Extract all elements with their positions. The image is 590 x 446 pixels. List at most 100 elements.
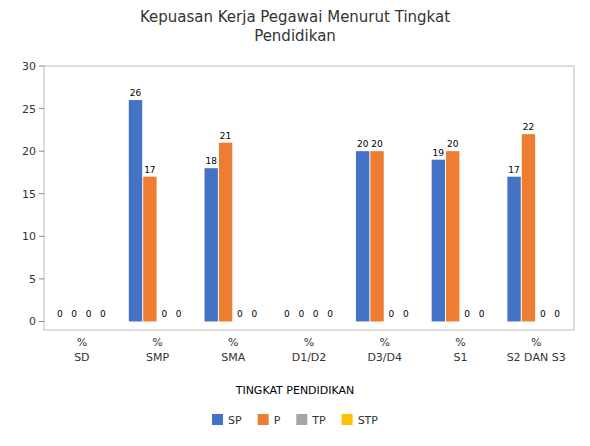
legend-item: TP bbox=[296, 414, 326, 427]
text-line: SMP bbox=[146, 351, 169, 364]
data-label: 0 bbox=[100, 309, 106, 319]
bar bbox=[309, 321, 322, 322]
x-tick-label: % SMP bbox=[146, 336, 169, 364]
text-line: Kepuasan Kerja Pegawai Menurut Tingkat bbox=[140, 8, 450, 26]
bar bbox=[158, 321, 171, 322]
data-label: 0 bbox=[327, 309, 333, 319]
y-tick bbox=[39, 236, 44, 237]
data-label: 0 bbox=[554, 309, 560, 319]
data-label: 0 bbox=[313, 309, 319, 319]
x-tick-label: % S1 bbox=[453, 336, 467, 364]
bar bbox=[248, 321, 261, 322]
bar bbox=[280, 321, 293, 322]
y-tick-label: 30 bbox=[22, 60, 36, 73]
plot-frame bbox=[44, 66, 574, 330]
data-label: 0 bbox=[389, 309, 395, 319]
chart-svg: Kepuasan Kerja Pegawai Menurut TingkatPe… bbox=[0, 0, 590, 446]
x-tick-label: % SD bbox=[74, 336, 89, 364]
y-tick bbox=[39, 151, 44, 152]
text-line: % bbox=[379, 336, 389, 349]
data-label: 0 bbox=[540, 309, 546, 319]
bar bbox=[536, 321, 549, 322]
bar bbox=[205, 168, 218, 321]
bar bbox=[475, 321, 488, 322]
data-label: 0 bbox=[251, 309, 257, 319]
bar bbox=[82, 321, 95, 322]
y-tick bbox=[39, 278, 44, 279]
bar bbox=[356, 151, 369, 321]
data-label: 17 bbox=[508, 165, 519, 175]
x-tick-label: % D3/D4 bbox=[367, 336, 402, 364]
y-tick-label: 20 bbox=[22, 145, 36, 158]
title: Kepuasan Kerja Pegawai Menurut TingkatPe… bbox=[140, 8, 450, 45]
text-line: S1 bbox=[453, 351, 467, 364]
x-tick-label: % SMA bbox=[221, 336, 245, 364]
legend-label: TP bbox=[311, 414, 326, 427]
data-label: 21 bbox=[220, 131, 231, 141]
x-tick-label: % S2 DAN S3 bbox=[507, 336, 566, 364]
text-line: % bbox=[152, 336, 162, 349]
data-label: 20 bbox=[371, 139, 383, 149]
y-tick bbox=[39, 321, 44, 322]
data-label: 0 bbox=[71, 309, 77, 319]
bar bbox=[385, 321, 398, 322]
y-tick-label: 10 bbox=[22, 230, 36, 243]
data-label: 0 bbox=[298, 309, 304, 319]
bar bbox=[370, 151, 383, 321]
legend-label: P bbox=[274, 414, 281, 427]
y-tick bbox=[39, 108, 44, 109]
data-label: 20 bbox=[357, 139, 369, 149]
bar bbox=[522, 134, 535, 321]
text-line: D1/D2 bbox=[292, 351, 327, 364]
bar bbox=[446, 151, 459, 321]
bar bbox=[295, 321, 308, 322]
bar bbox=[399, 321, 412, 322]
text-line: % bbox=[228, 336, 238, 349]
y-tick-label: 25 bbox=[22, 103, 36, 116]
text-line: % bbox=[455, 336, 465, 349]
legend-swatch bbox=[212, 414, 223, 425]
data-label: 0 bbox=[464, 309, 470, 319]
y-tick-label: 15 bbox=[22, 188, 36, 201]
text-line: SMA bbox=[221, 351, 245, 364]
y-tick-label: 5 bbox=[29, 273, 36, 286]
data-label: 0 bbox=[161, 309, 167, 319]
data-label: 0 bbox=[237, 309, 243, 319]
y-tick bbox=[39, 193, 44, 194]
legend-swatch bbox=[296, 414, 307, 425]
text-line: % bbox=[77, 336, 87, 349]
text-line: % bbox=[531, 336, 541, 349]
bar bbox=[507, 177, 520, 322]
text-line: SD bbox=[74, 351, 89, 364]
bar bbox=[53, 321, 66, 322]
chart-container: Kepuasan Kerja Pegawai Menurut TingkatPe… bbox=[0, 0, 590, 446]
data-labels: 02618020191701721020202200000000000000 bbox=[57, 88, 560, 319]
bar bbox=[67, 321, 80, 322]
bar bbox=[460, 321, 473, 322]
data-label: 19 bbox=[433, 148, 445, 158]
bar bbox=[219, 143, 232, 322]
data-label: 0 bbox=[403, 309, 409, 319]
x-tick-label: % D1/D2 bbox=[292, 336, 327, 364]
text-line: % bbox=[304, 336, 314, 349]
bar bbox=[172, 321, 185, 322]
x-axis-label: TINGKAT PENDIDIKAN bbox=[235, 384, 355, 397]
text-line: S2 DAN S3 bbox=[507, 351, 566, 364]
bars bbox=[129, 100, 535, 321]
bar bbox=[143, 177, 156, 322]
legend-label: SP bbox=[228, 414, 242, 427]
legend-swatch bbox=[342, 414, 353, 425]
data-label: 0 bbox=[284, 309, 290, 319]
data-label: 0 bbox=[479, 309, 485, 319]
bar bbox=[233, 321, 246, 322]
data-label: 20 bbox=[447, 139, 459, 149]
legend-item: P bbox=[258, 414, 281, 427]
bar bbox=[129, 100, 142, 321]
data-label: 0 bbox=[86, 309, 92, 319]
bar bbox=[96, 321, 109, 322]
data-label: 0 bbox=[176, 309, 182, 319]
data-label: 26 bbox=[130, 88, 142, 98]
bar bbox=[323, 321, 336, 322]
text-line: D3/D4 bbox=[367, 351, 402, 364]
y-tick-label: 0 bbox=[29, 315, 36, 328]
